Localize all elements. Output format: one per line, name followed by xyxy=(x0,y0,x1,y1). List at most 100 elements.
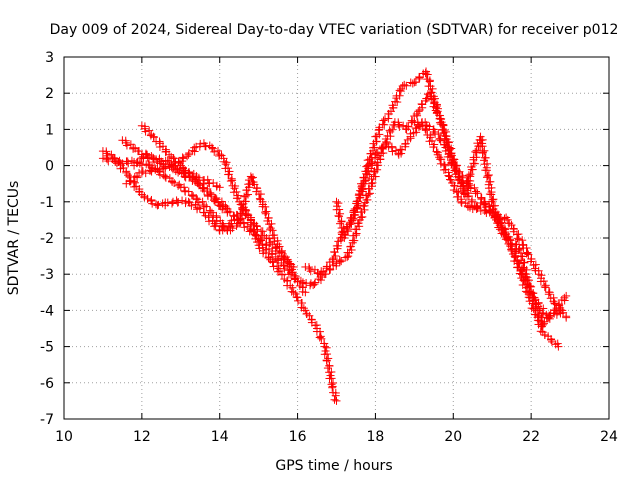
data-point xyxy=(343,224,352,233)
data-point xyxy=(179,154,188,163)
data-point xyxy=(544,290,553,299)
data-point xyxy=(327,380,336,389)
data-point xyxy=(440,161,449,170)
data-point xyxy=(163,198,172,207)
data-point xyxy=(514,235,523,244)
data-point xyxy=(444,171,453,180)
data-point xyxy=(147,166,156,175)
y-tick-label: -7 xyxy=(40,412,54,428)
data-point xyxy=(472,146,481,155)
data-point xyxy=(473,189,482,198)
data-point xyxy=(507,245,516,254)
data-point xyxy=(253,225,262,234)
data-point xyxy=(126,176,135,185)
data-point xyxy=(323,364,332,373)
data-point xyxy=(236,200,245,209)
data-point xyxy=(335,255,344,264)
data-point xyxy=(395,86,404,95)
data-point xyxy=(540,330,549,339)
data-point xyxy=(432,147,441,156)
data-point xyxy=(479,148,488,157)
data-point xyxy=(506,235,515,244)
data-point xyxy=(226,177,235,186)
data-point xyxy=(488,195,497,204)
x-tick-label: 22 xyxy=(522,429,540,445)
y-axis-label: SDTVAR / TECUs xyxy=(6,181,22,296)
data-point xyxy=(395,122,404,131)
data-point xyxy=(130,182,139,191)
data-point xyxy=(178,153,187,162)
data-point xyxy=(322,262,331,271)
data-point xyxy=(401,140,410,149)
data-point xyxy=(511,251,520,260)
data-point xyxy=(387,143,396,152)
data-point xyxy=(165,150,174,159)
data-point xyxy=(230,184,239,193)
data-point xyxy=(137,161,146,170)
data-point xyxy=(554,342,563,351)
data-point xyxy=(347,245,356,254)
data-point xyxy=(232,187,241,196)
data-point xyxy=(470,159,479,168)
data-point xyxy=(203,187,212,196)
data-point xyxy=(161,164,170,173)
data-point xyxy=(457,178,466,187)
data-point xyxy=(258,240,267,249)
data-point xyxy=(195,204,204,213)
data-point xyxy=(280,264,289,273)
data-point xyxy=(289,262,298,271)
data-point xyxy=(554,300,563,309)
data-point xyxy=(148,153,157,162)
data-point xyxy=(367,154,376,163)
data-point xyxy=(508,239,517,248)
data-point xyxy=(305,311,314,320)
data-point xyxy=(490,201,499,210)
data-point xyxy=(194,198,203,207)
data-point xyxy=(431,106,440,115)
data-point xyxy=(527,288,536,297)
data-point xyxy=(193,195,202,204)
data-point xyxy=(539,277,548,286)
data-point xyxy=(275,267,284,276)
data-point xyxy=(165,162,174,171)
data-point xyxy=(354,191,363,200)
data-point xyxy=(380,120,389,129)
data-point xyxy=(334,211,343,220)
data-point xyxy=(388,147,397,156)
data-point xyxy=(192,175,201,184)
data-point xyxy=(145,154,154,163)
data-point xyxy=(435,135,444,144)
data-point xyxy=(371,172,380,181)
data-point xyxy=(322,356,331,365)
data-point xyxy=(311,278,320,287)
data-point xyxy=(218,205,227,214)
x-tick-label: 10 xyxy=(55,429,73,445)
data-point xyxy=(537,313,546,322)
data-point xyxy=(141,127,150,136)
data-point xyxy=(245,227,254,236)
data-point xyxy=(123,157,132,166)
data-point xyxy=(310,280,319,289)
data-point xyxy=(104,157,113,166)
data-point xyxy=(180,183,189,192)
y-tick-label: -5 xyxy=(40,340,54,356)
data-point xyxy=(551,305,560,314)
data-point xyxy=(283,255,292,264)
data-point xyxy=(381,115,390,124)
data-point xyxy=(524,250,533,259)
data-point xyxy=(523,248,532,257)
data-point xyxy=(471,147,480,156)
data-point xyxy=(194,181,203,190)
data-point xyxy=(298,299,307,308)
data-point xyxy=(258,227,267,236)
data-point xyxy=(198,197,207,206)
data-point xyxy=(147,195,156,204)
data-point xyxy=(388,125,397,134)
data-point xyxy=(540,317,549,326)
data-point xyxy=(256,235,265,244)
data-point xyxy=(293,277,302,286)
data-point xyxy=(288,283,297,292)
data-point xyxy=(174,198,183,207)
data-point xyxy=(320,342,329,351)
